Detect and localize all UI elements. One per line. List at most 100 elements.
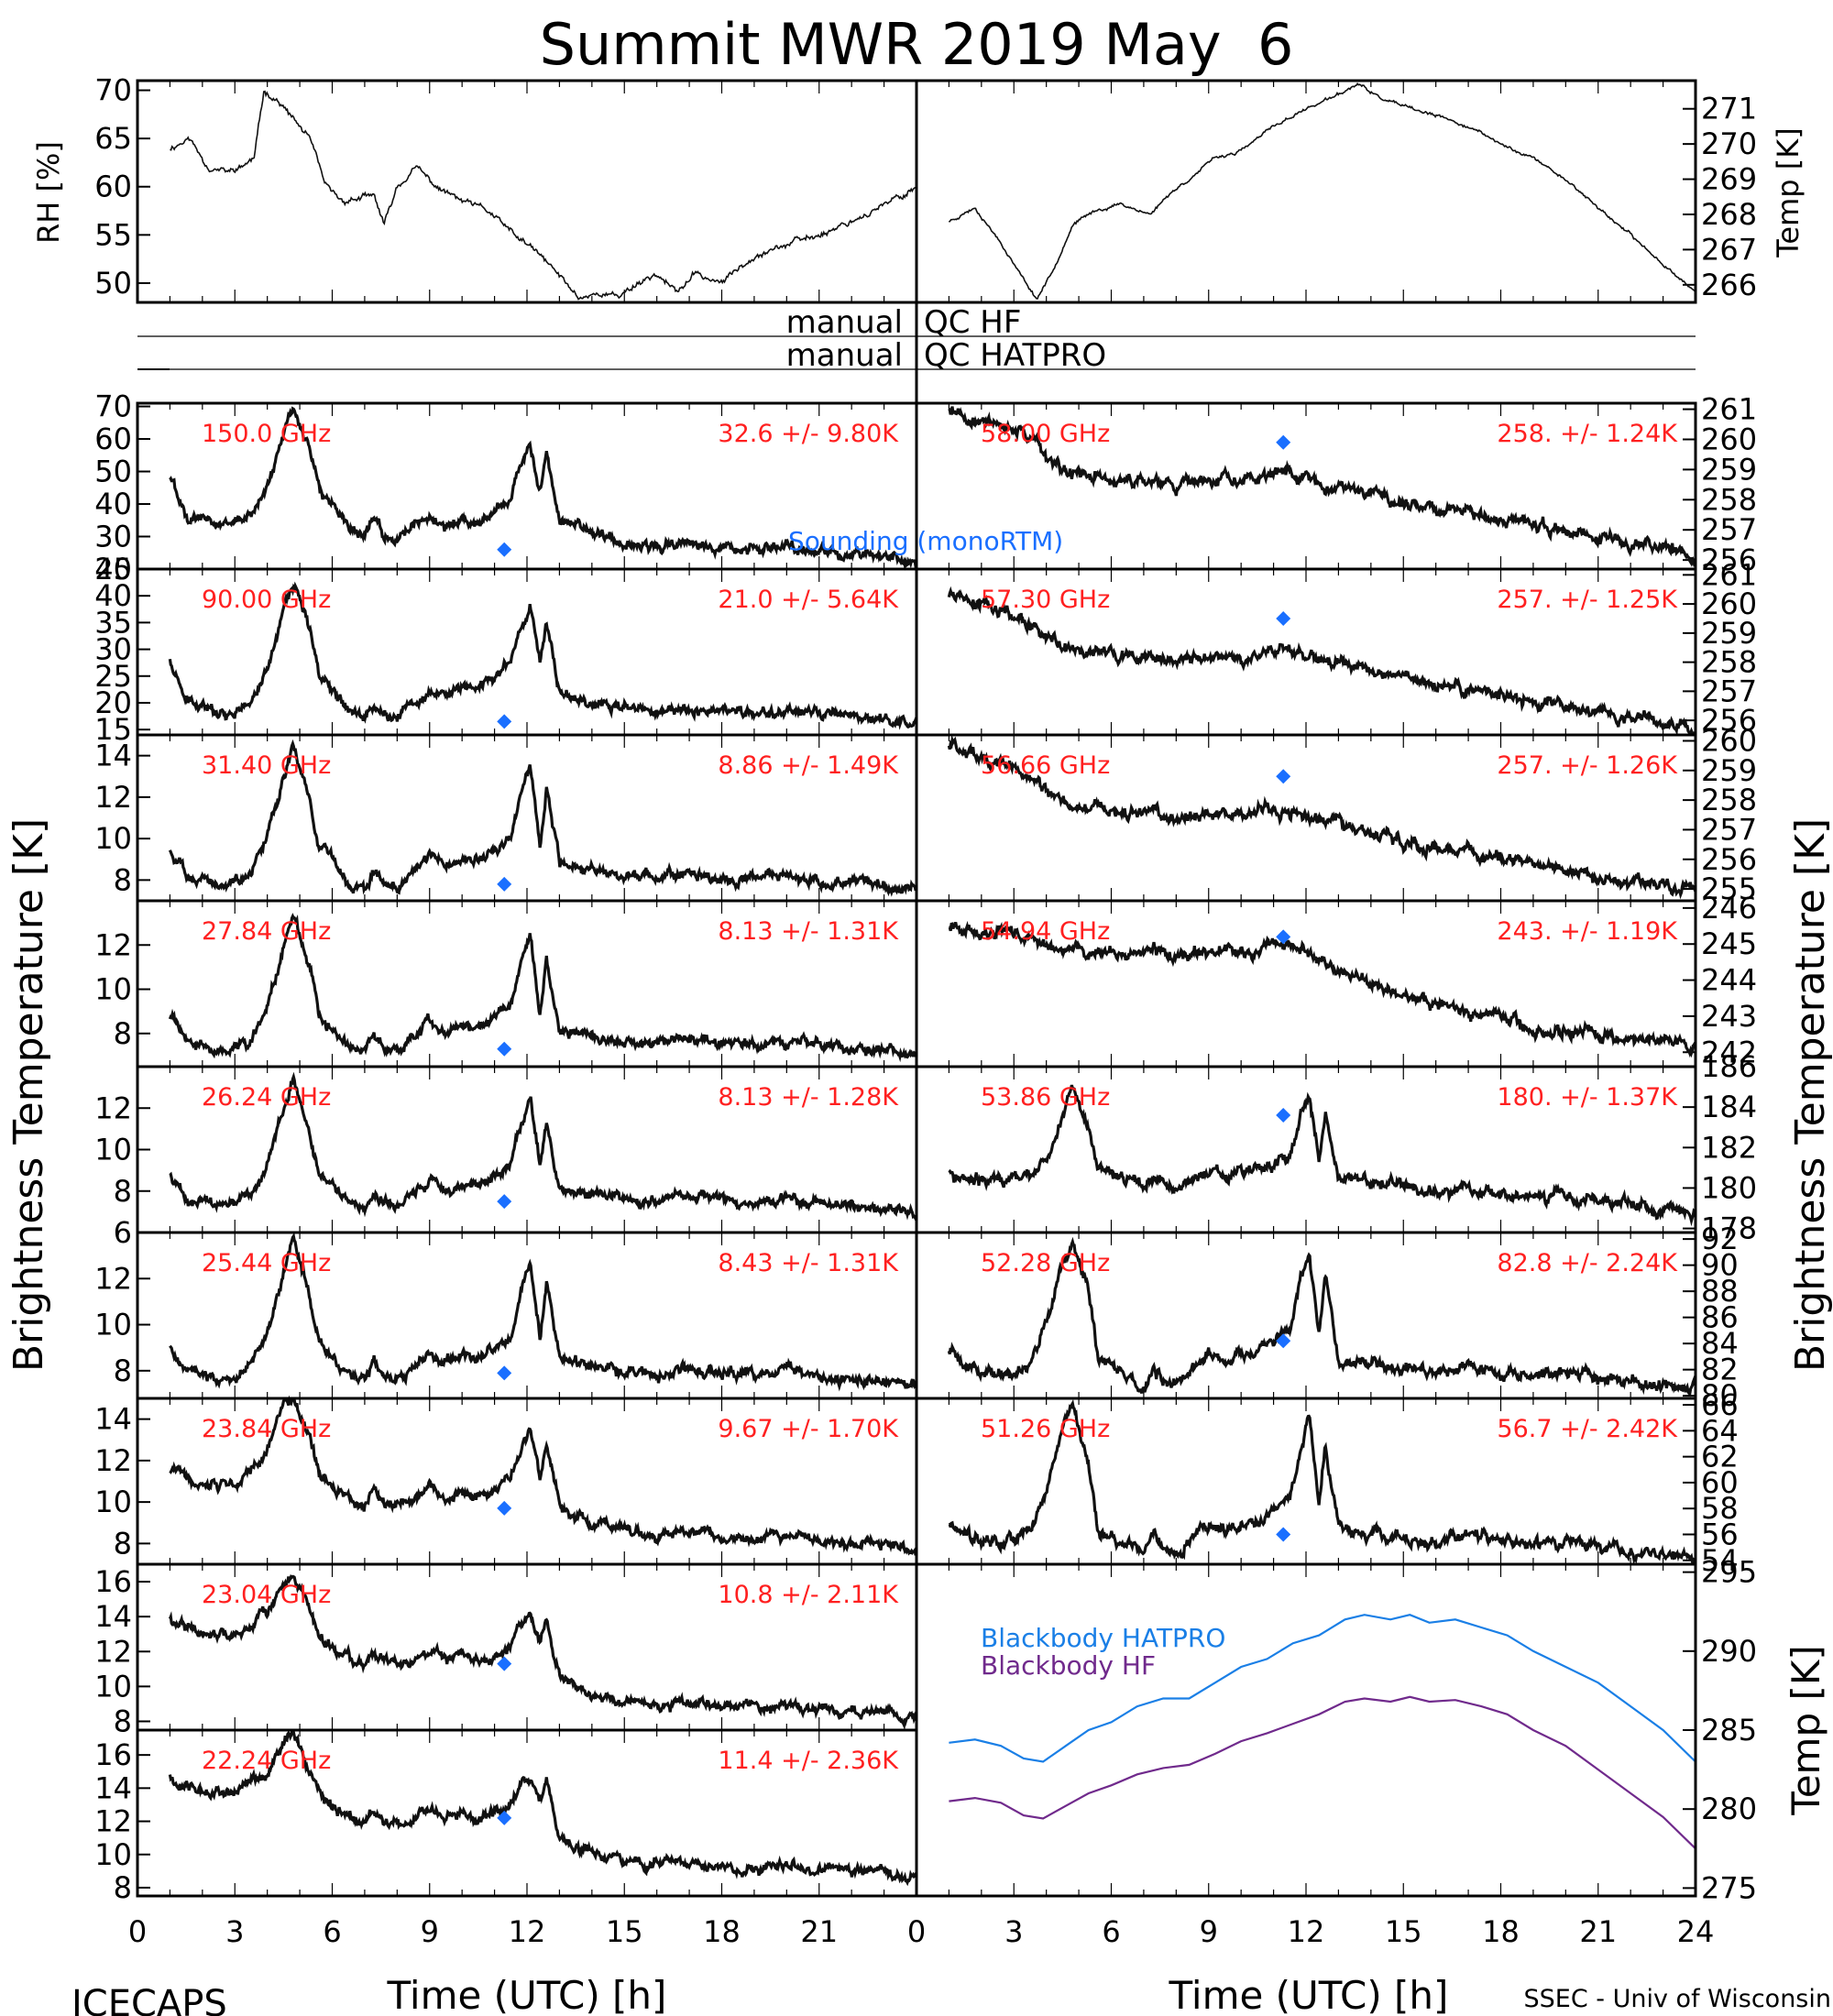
y-tick-label: 16 — [94, 1564, 132, 1599]
y-tick-label: 60 — [1701, 1465, 1739, 1500]
sounding-marker — [1276, 1527, 1291, 1542]
y-tick-label: 257 — [1701, 674, 1757, 708]
y-tick-label: 54 — [1701, 1543, 1739, 1578]
channel-frequency: 51.26 GHz — [981, 1415, 1110, 1443]
channel-trace — [169, 1395, 918, 1556]
y-tick-label: 269 — [1701, 162, 1757, 197]
channel-stats: 258. +/- 1.24K — [1497, 420, 1678, 448]
y-tick-label: 80 — [1701, 1378, 1739, 1413]
y-tick-label: 70 — [94, 389, 132, 424]
x-tick-label: 18 — [1482, 1914, 1520, 1949]
y-tick-label: 270 — [1701, 126, 1757, 161]
channel-stats: 257. +/- 1.25K — [1497, 586, 1678, 614]
y-tick-label: 244 — [1701, 963, 1757, 998]
channel-trace — [169, 406, 918, 571]
sounding-marker — [497, 1041, 512, 1057]
x-tick-label: 24 — [1677, 1914, 1715, 1949]
channel-frequency: 150.0 GHz — [202, 420, 331, 448]
y-tick-label: 6 — [114, 1215, 132, 1250]
sounding-marker — [497, 1194, 512, 1210]
y-tick-label: 261 — [1701, 557, 1757, 592]
blackbody-hatpro-line — [949, 1614, 1696, 1763]
channel-trace — [947, 586, 1696, 737]
blackbody-ylabel: Temp [K] — [1784, 1645, 1828, 1816]
y-tick-label: 8 — [114, 1174, 132, 1209]
y-tick-label: 25 — [94, 659, 132, 694]
rh-frame — [136, 79, 918, 304]
y-tick-label: 258 — [1701, 482, 1757, 517]
x-tick-label: 9 — [1200, 1914, 1218, 1949]
channel-frequency: 54.94 GHz — [981, 917, 1110, 946]
channel-panel: 8 10 12 25.44 GHz 8.43 +/- 1.31K — [94, 1233, 918, 1398]
y-tick-label: 256 — [1701, 842, 1757, 877]
y-tick-label: 8 — [114, 1016, 132, 1051]
y-tick-label: 82 — [1701, 1353, 1739, 1387]
y-tick-label: 10 — [94, 1669, 132, 1704]
sounding-marker — [1276, 929, 1291, 945]
y-tick-label: 66 — [1701, 1387, 1739, 1422]
channel-trace — [169, 1233, 918, 1392]
y-tick-label: 60 — [94, 422, 132, 456]
channel-trace — [168, 739, 918, 897]
y-tick-label: 10 — [94, 1133, 132, 1167]
channel-stats: 8.43 +/- 1.31K — [718, 1249, 899, 1277]
sounding-marker — [497, 1500, 512, 1516]
x-tick-label: 21 — [800, 1914, 838, 1949]
channel-stats: 10.8 +/- 2.11K — [718, 1581, 899, 1609]
sounding-marker — [1276, 1333, 1291, 1349]
y-tick-label: 12 — [94, 1804, 132, 1839]
channel-frequency: 26.24 GHz — [202, 1083, 331, 1112]
y-tick-label: 92 — [1701, 1222, 1739, 1256]
sounding-marker — [1276, 769, 1291, 784]
footer-left: ICECAPS — [71, 1983, 227, 2016]
channel-frequency: 25.44 GHz — [202, 1249, 331, 1277]
xlabel-left: Time (UTC) [h] — [387, 1973, 667, 2016]
y-tick-label: 12 — [94, 927, 132, 962]
sounding-marker — [497, 1810, 512, 1825]
channel-trace — [168, 1574, 918, 1731]
y-tick-label: 30 — [94, 520, 132, 554]
channel-stats: 56.7 +/- 2.42K — [1497, 1415, 1678, 1443]
sounding-marker — [497, 542, 512, 557]
sounding-marker — [497, 876, 512, 892]
x-tick-label: 0 — [128, 1914, 147, 1949]
rh-trace — [170, 90, 917, 301]
y-tick-label: 245 — [1701, 926, 1757, 961]
y-tick-label: 30 — [94, 632, 132, 667]
y-tick-label: 20 — [94, 685, 132, 720]
y-tick-label: 70 — [94, 73, 132, 108]
y-tick-label: 12 — [94, 1261, 132, 1296]
channel-frequency: 52.28 GHz — [981, 1249, 1110, 1277]
channel-panel: 8 10 12 14 23.84 GHz 9.67 +/- 1.70K — [94, 1395, 918, 1564]
y-tick-label: 12 — [94, 780, 132, 815]
channel-panel: 178 180 182 184 186 53.86 GHz 180. +/- 1.37K — [948, 1049, 1757, 1246]
channel-stats: 8.86 +/- 1.49K — [718, 751, 899, 780]
temp-trace — [948, 82, 1696, 300]
page-title: Summit MWR 2019 May 6 — [540, 11, 1294, 78]
channel-trace — [168, 913, 918, 1063]
y-tick-label: 62 — [1701, 1440, 1739, 1474]
x-tick-label: 0 — [907, 1914, 926, 1949]
temp-frame — [915, 79, 1697, 304]
qc-bands: manual QC HF manual QC HATPRO — [137, 302, 1696, 403]
channel-trace — [948, 406, 1697, 568]
y-tick-label: 275 — [1701, 1870, 1757, 1905]
channel-frequency: 56.66 GHz — [981, 751, 1110, 780]
x-tick-label: 3 — [225, 1914, 244, 1949]
footer-right: SSEC - Univ of Wisconsin — [1524, 1985, 1831, 2013]
temp-ylabel: Temp [K] — [1771, 127, 1806, 257]
y-tick-label: 8 — [114, 1704, 132, 1738]
sounding-marker — [1276, 610, 1291, 626]
x-tick-label: 12 — [1288, 1914, 1325, 1949]
channel-panel: 8 10 12 27.84 GHz 8.13 +/- 1.31K — [94, 901, 918, 1067]
y-tick-label: 14 — [94, 1599, 132, 1634]
y-tick-label: 90 — [1701, 1248, 1739, 1283]
channel-trace — [168, 581, 918, 730]
blackbody-legend-entry: Blackbody HATPRO — [981, 1623, 1225, 1653]
y-tick-label: 16 — [94, 1737, 132, 1772]
y-tick-label: 40 — [94, 487, 132, 521]
y-tick-label: 260 — [1701, 422, 1757, 456]
channel-stats: 21.0 +/- 5.64K — [718, 586, 899, 614]
qc-label-manual: manual — [786, 304, 903, 341]
